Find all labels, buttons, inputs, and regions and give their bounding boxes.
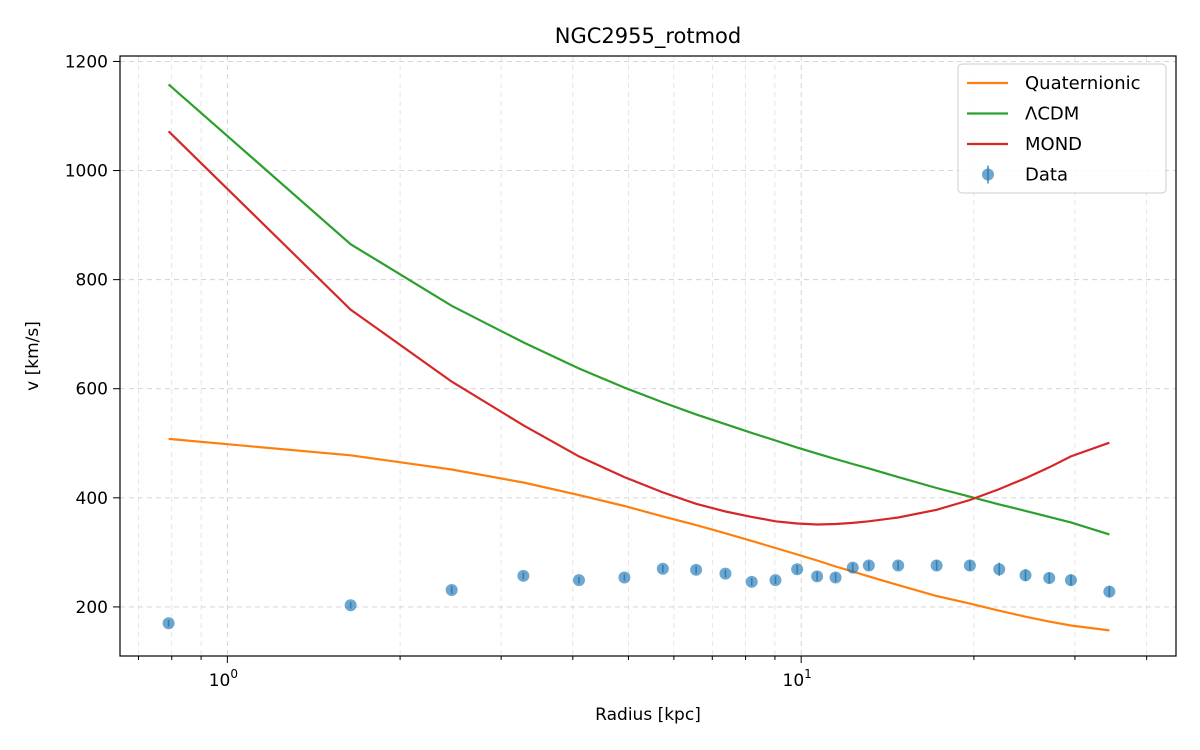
data-point — [846, 561, 859, 574]
y-tick-label: 1200 — [65, 52, 108, 72]
data-point — [862, 559, 875, 572]
lcdm-series-line — [167, 83, 1110, 536]
data-point — [1064, 574, 1077, 587]
plot-area — [162, 83, 1116, 632]
data-point — [963, 559, 976, 572]
legend-mond-label: MOND — [1025, 134, 1082, 155]
mond-series-line — [167, 130, 1110, 526]
data-point — [618, 571, 631, 584]
data-point — [930, 559, 943, 572]
legend-quaternionic-label: Quaternionic — [1025, 73, 1141, 94]
y-tick-label: 600 — [76, 380, 108, 400]
y-tick-label: 1000 — [65, 162, 108, 182]
data-point — [719, 567, 732, 580]
y-tick-label: 800 — [76, 271, 108, 291]
legend-lcdm-label: ΛCDM — [1025, 104, 1079, 125]
data-point — [791, 563, 804, 576]
data-point — [1019, 569, 1032, 582]
x-tick-label: 100 — [209, 667, 238, 691]
data-point — [572, 574, 585, 587]
legend-box — [957, 63, 1167, 194]
data-point — [690, 563, 703, 576]
data-point — [892, 559, 905, 572]
x-tick-base: 10 — [209, 671, 231, 691]
data-point — [656, 562, 669, 575]
legend-data-marker — [982, 168, 994, 181]
x-tick-base: 10 — [783, 671, 805, 691]
data-point — [993, 563, 1006, 576]
x-tick-exponent: 1 — [804, 667, 812, 681]
data-point — [1103, 585, 1116, 598]
data-point — [445, 584, 458, 596]
x-tick-label: 101 — [783, 667, 812, 691]
axes-frame — [119, 55, 1177, 657]
legend-data-label: Data — [1025, 165, 1068, 186]
quaternionic-series-line — [168, 437, 1110, 632]
data-point — [162, 617, 175, 630]
data-point — [829, 571, 842, 584]
data-point — [344, 599, 357, 612]
data-point — [811, 570, 824, 583]
x-tick-exponent: 0 — [230, 667, 238, 681]
chart-title: NGC2955_rotmod — [555, 24, 741, 49]
grid — [120, 56, 1176, 656]
y-axis-label: v [km/s] — [23, 321, 43, 391]
data-point — [769, 574, 782, 587]
data-point — [517, 569, 530, 582]
legend: Quaternionic ΛCDM MOND Data — [957, 63, 1167, 194]
y-tick-label: 400 — [76, 489, 108, 509]
data-point — [1043, 572, 1056, 584]
x-axis-label: Radius [kpc] — [595, 705, 701, 725]
y-tick-label: 200 — [76, 598, 108, 618]
data-point — [745, 575, 758, 588]
